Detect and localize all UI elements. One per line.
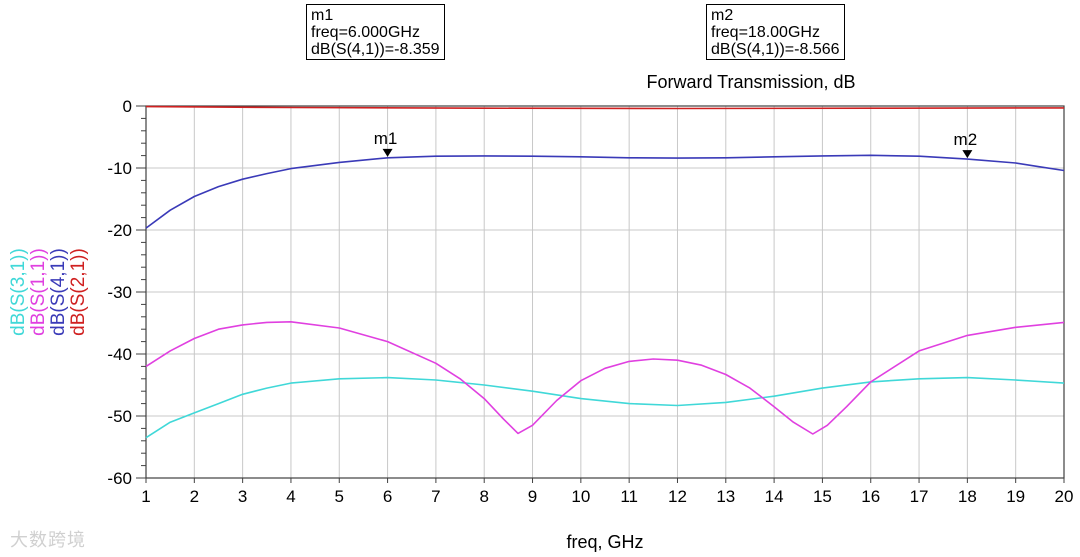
x-tick-label: 14	[765, 487, 784, 506]
marker-m2-name: m2	[711, 7, 734, 24]
marker-m1-label: m1	[374, 129, 398, 148]
x-tick-label: 1	[141, 487, 150, 506]
legend-entry-db-s-3-1-: dB(S(3,1))	[8, 248, 29, 336]
marker-m1-readout: m1 freq=6.000GHz dB(S(4,1))=-8.359	[306, 4, 445, 60]
legend-entry-db-s-2-1-: dB(S(2,1))	[68, 248, 89, 336]
x-tick-label: 13	[716, 487, 735, 506]
x-tick-label: 4	[286, 487, 295, 506]
y-tick-label: 0	[123, 97, 132, 116]
x-tick-label: 20	[1055, 487, 1074, 506]
marker-m1-triangle	[382, 148, 393, 157]
y-tick-label: -40	[107, 345, 132, 364]
y-tick-label: -20	[107, 221, 132, 240]
x-tick-label: 2	[190, 487, 199, 506]
x-tick-label: 3	[238, 487, 247, 506]
y-tick-label: -60	[107, 469, 132, 488]
x-tick-label: 19	[1006, 487, 1025, 506]
watermark-text: 大数跨境	[10, 530, 86, 551]
series-line-db-s-3-1-	[145, 376, 1065, 439]
x-tick-label: 7	[431, 487, 440, 506]
x-axis-label: freq, GHz	[566, 532, 643, 552]
marker-m1-name: m1	[311, 7, 334, 24]
x-tick-label: 9	[528, 487, 537, 506]
chart-title: Forward Transmission, dB	[646, 72, 855, 92]
x-tick-label: 8	[479, 487, 488, 506]
marker-m1-value: dB(S(4,1))=-8.359	[311, 41, 440, 58]
x-tick-label: 18	[958, 487, 977, 506]
y-tick-label: -50	[107, 407, 132, 426]
marker-m2-freq: freq=18.00GHz	[711, 24, 820, 41]
x-tick-label: 16	[861, 487, 880, 506]
series-line-db-s-4-1-	[145, 154, 1065, 229]
series-line-db-s-1-1-	[145, 321, 1065, 435]
legend-entry-db-s-1-1-: dB(S(1,1))	[28, 248, 49, 336]
marker-m2-readout: m2 freq=18.00GHz dB(S(4,1))=-8.566	[706, 4, 845, 60]
legend-entry-db-s-4-1-: dB(S(4,1))	[48, 248, 69, 336]
marker-m1-freq: freq=6.000GHz	[311, 24, 420, 41]
x-tick-label: 11	[620, 487, 638, 506]
marker-m2-triangle	[962, 150, 973, 159]
marker-m2-label: m2	[954, 130, 978, 149]
x-tick-label: 15	[813, 487, 832, 506]
x-tick-label: 10	[571, 487, 590, 506]
x-tick-label: 12	[668, 487, 687, 506]
y-tick-label: -30	[107, 283, 132, 302]
x-tick-label: 17	[910, 487, 929, 506]
series-line-db-s-2-1-	[145, 105, 1065, 110]
x-tick-label: 6	[383, 487, 392, 506]
x-tick-label: 5	[335, 487, 344, 506]
y-tick-label: -10	[107, 159, 132, 178]
marker-m2-value: dB(S(4,1))=-8.566	[711, 41, 840, 58]
